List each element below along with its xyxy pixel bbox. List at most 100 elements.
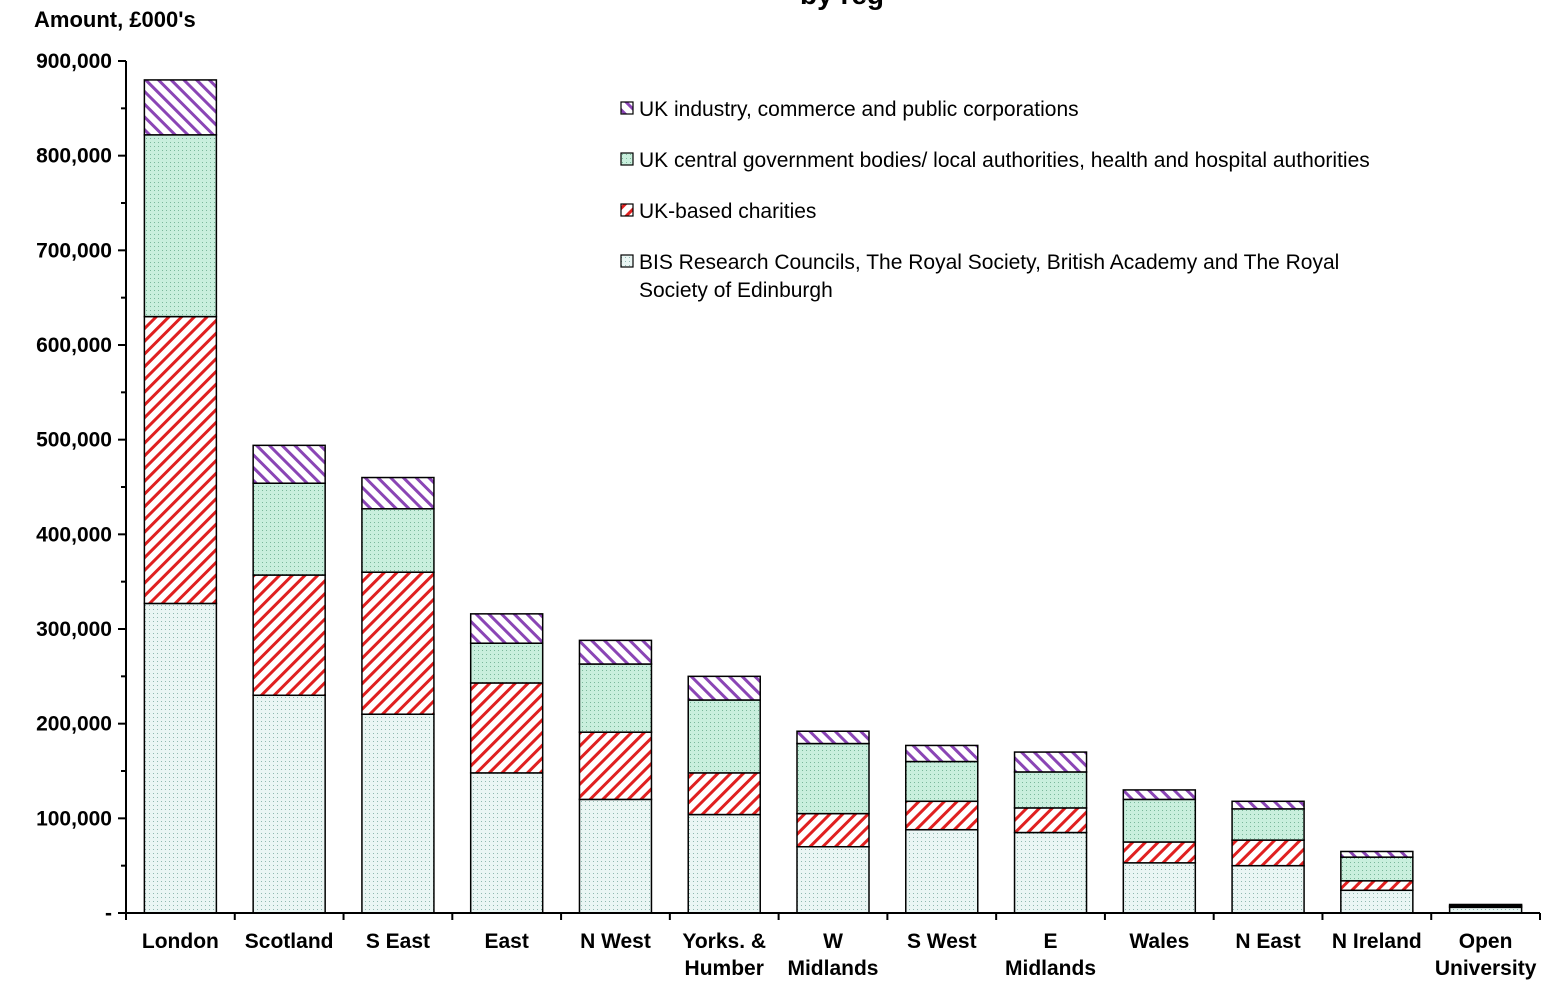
chart-title: by reg <box>800 0 884 10</box>
category-label-line: W <box>823 930 843 953</box>
category-label-line: N East <box>1235 930 1300 953</box>
y-tick-label-3: 300,000 <box>36 618 112 641</box>
bar-segment-6-series-4 <box>687 675 761 701</box>
bar-segment-2-series-2 <box>252 574 326 697</box>
bar-segment-2-series-4 <box>252 444 326 484</box>
y-tick-label-4: 400,000 <box>36 523 112 546</box>
category-label-9: E Midlands <box>1005 930 1096 980</box>
y-axis-label: Amount, £000's <box>34 7 196 32</box>
legend-swatch-4 <box>620 101 634 115</box>
category-label-8: S West <box>907 930 977 953</box>
bar-segment-1-series-4 <box>143 79 218 136</box>
y-tick-label-5: 500,000 <box>36 429 112 452</box>
axes-layer <box>118 60 1541 920</box>
category-label-12: N Ireland <box>1332 930 1422 953</box>
bar-segment-9-series-1 <box>1013 831 1088 914</box>
bar-segment-1-series-1 <box>143 602 218 914</box>
category-label-7: W Midlands <box>787 930 878 980</box>
bar-segment-9-series-2 <box>1013 807 1088 834</box>
legend: UK industry, commerce and public corpora… <box>620 98 1370 302</box>
category-label-13: Open University <box>1435 930 1537 980</box>
y-tick-label-8: 800,000 <box>36 145 112 168</box>
category-label-line: Midlands <box>787 957 878 980</box>
bar-segment-4-series-3 <box>469 642 544 684</box>
bar-segment-7-series-1 <box>796 845 870 914</box>
legend-swatch-2 <box>620 203 634 217</box>
bar-segment-12-series-3 <box>1340 856 1414 882</box>
bar-segment-2-series-1 <box>252 694 326 914</box>
category-label-line: E <box>1044 930 1058 953</box>
bar-segment-6-series-3 <box>687 699 761 774</box>
y-tick-label-9: 900,000 <box>36 50 112 73</box>
bar-segment-10-series-2 <box>1122 841 1197 864</box>
bar-segment-7-series-2 <box>796 812 870 848</box>
bar-segment-11-series-3 <box>1231 808 1305 841</box>
category-label-line: Midlands <box>1005 957 1096 980</box>
legend-swatch-1 <box>620 254 634 268</box>
category-label-line: Open <box>1459 930 1513 953</box>
legend-entry-3: UK central government bodies/ local auth… <box>639 149 1370 172</box>
y-tick-label-1: 100,000 <box>36 807 112 830</box>
bar-segment-10-series-1 <box>1122 862 1197 914</box>
bar-segment-5-series-3 <box>578 663 653 733</box>
bar-segment-12-series-1 <box>1340 889 1414 914</box>
y-tick-label-7: 700,000 <box>36 239 112 262</box>
category-label-line: London <box>142 930 219 953</box>
category-label-line: N West <box>580 930 651 953</box>
legend-entry-line: UK central government bodies/ local auth… <box>639 149 1370 172</box>
bar-segment-5-series-1 <box>578 798 653 914</box>
bar-segment-4-series-4 <box>469 613 544 644</box>
category-label-line: Humber <box>685 957 764 980</box>
bar-segment-9-series-4 <box>1013 751 1088 773</box>
bar-segment-4-series-1 <box>469 772 544 914</box>
bar-segment-1-series-3 <box>143 134 218 318</box>
bar-segment-10-series-4 <box>1122 789 1197 801</box>
bar-segment-11-series-4 <box>1231 800 1305 810</box>
y-ticks-layer: - 100,000 200,000 300,000 400,000 500,000 600,… <box>36 50 112 925</box>
category-label-line: East <box>485 930 529 953</box>
legend-entry-2: UK-based charities <box>639 200 816 223</box>
legend-entry-line: Society of Edinburgh <box>639 279 833 302</box>
category-label-line: S East <box>366 930 430 953</box>
bar-segment-8-series-4 <box>905 744 979 763</box>
category-label-line: S West <box>907 930 977 953</box>
category-label-11: N East <box>1235 930 1300 953</box>
bar-segment-5-series-2 <box>578 731 653 801</box>
category-label-line: Scotland <box>245 930 334 953</box>
bar-segment-2-series-3 <box>252 482 326 576</box>
bar-segment-6-series-1 <box>687 813 761 914</box>
category-label-1: London <box>142 930 219 953</box>
category-label-line: Wales <box>1129 930 1189 953</box>
bar-segment-3-series-3 <box>361 508 435 573</box>
legend-entry-4: UK industry, commerce and public corpora… <box>639 98 1079 121</box>
bar-segment-5-series-4 <box>578 639 653 665</box>
y-tick-label-0: - <box>105 902 112 925</box>
legend-entry-line: UK-based charities <box>639 200 816 223</box>
category-label-4: East <box>485 930 529 953</box>
y-tick-label-2: 200,000 <box>36 713 112 736</box>
bar-segment-11-series-1 <box>1231 864 1305 914</box>
bar-segment-11-series-2 <box>1231 839 1305 867</box>
bar-segment-4-series-2 <box>469 682 544 774</box>
bar-segment-1-series-2 <box>143 315 218 605</box>
bar-segment-13-series-4 <box>1448 903 1523 907</box>
y-tick-label-6: 600,000 <box>36 334 112 357</box>
bar-segment-6-series-2 <box>687 772 761 816</box>
bar-segment-7-series-3 <box>796 742 870 815</box>
category-label-line: Yorks. & <box>682 930 766 953</box>
bar-segment-8-series-1 <box>905 828 979 914</box>
category-label-6: Yorks. & Humber <box>682 930 766 980</box>
category-label-2: Scotland <box>245 930 334 953</box>
bar-segment-7-series-4 <box>796 730 870 745</box>
legend-swatch-3 <box>620 152 634 166</box>
bar-segment-8-series-2 <box>905 800 979 831</box>
category-label-5: N West <box>580 930 651 953</box>
legend-entry-1: BIS Research Councils, The Royal Society… <box>639 251 1339 302</box>
bar-segment-3-series-2 <box>361 571 435 715</box>
bar-segment-3-series-4 <box>361 476 435 510</box>
bar-segment-12-series-4 <box>1340 850 1414 858</box>
legend-entry-line: BIS Research Councils, The Royal Society… <box>639 251 1339 274</box>
x-categories-layer: London Scotland S East East N West Yorks. & Hu… <box>142 930 1537 980</box>
bar-segment-3-series-1 <box>361 713 435 914</box>
